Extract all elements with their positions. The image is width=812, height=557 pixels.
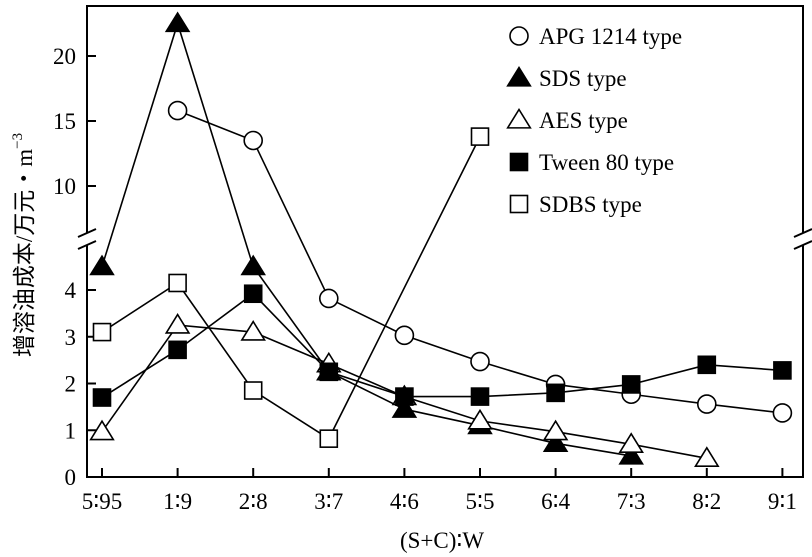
x-tick-label: 7∶3 (617, 489, 646, 514)
data-point (470, 387, 490, 406)
data-point (618, 443, 644, 465)
data-point (394, 325, 415, 346)
y-tick-label: 2 (65, 372, 77, 397)
legend-item-sdbs-type: SDBS type (509, 192, 642, 217)
legend: APG 1214 type SDS type AES type Tween 80 ty… (506, 24, 682, 217)
x-tick-label: 5∶95 (82, 489, 123, 514)
legend-marker (506, 107, 532, 129)
legend-label: Tween 80 type (539, 150, 674, 175)
series-layer (89, 11, 793, 467)
data-point (542, 431, 569, 453)
y-tick-label: 1 (65, 418, 77, 443)
data-point (470, 351, 490, 372)
data-point (89, 419, 115, 441)
data-point (319, 362, 339, 382)
data-point (391, 397, 418, 418)
data-point (243, 130, 263, 151)
data-point (318, 288, 339, 309)
legend-label: APG 1214 type (539, 24, 682, 49)
x-tick-label: 4∶6 (390, 489, 419, 514)
data-point (772, 403, 793, 423)
data-point (168, 340, 187, 360)
x-axis-title: (S+C)∶W (400, 528, 484, 553)
data-point (470, 127, 490, 146)
y-tick-label: 3 (65, 325, 77, 350)
data-point (542, 419, 569, 441)
data-point (319, 429, 339, 448)
x-tick-label: 9∶1 (768, 489, 797, 514)
legend-marker (509, 152, 529, 172)
legend-label: AES type (539, 108, 628, 133)
axis-break-left (77, 228, 97, 250)
y-tick-label: 4 (65, 278, 77, 303)
data-point (696, 394, 717, 414)
x-tick-label: 2∶8 (239, 489, 268, 514)
legend-marker (506, 65, 532, 87)
plot-frame-top (86, 5, 804, 233)
data-point (243, 381, 263, 400)
data-point (164, 313, 191, 334)
legend-item-tween-80-type: Tween 80 type (509, 150, 674, 175)
series-sdbs-type (92, 127, 490, 448)
data-point (694, 446, 720, 467)
data-point (467, 408, 493, 430)
x-tick-label: 5∶5 (466, 489, 495, 514)
legend-marker (509, 26, 529, 46)
y-axis-title: 增溶油成本/万元・m−3 (10, 133, 37, 357)
data-point (89, 254, 115, 276)
data-point (240, 254, 266, 276)
data-point (618, 432, 644, 453)
data-point (243, 284, 263, 304)
data-point (621, 375, 641, 394)
y-axis-title-main: 增溶油成本/万元・m (12, 149, 37, 357)
data-point (168, 273, 187, 293)
data-point (92, 322, 112, 342)
data-point (773, 361, 792, 380)
legend-item-aes-type: AES type (506, 107, 628, 133)
y-tick-label: 10 (53, 174, 76, 199)
data-point (395, 387, 414, 406)
legend-item-sds-type: SDS type (506, 65, 627, 91)
legend-label: SDBS type (539, 192, 642, 217)
data-point (240, 320, 266, 341)
x-tick-label: 3∶7 (314, 489, 343, 514)
x-tick-label: 6∶4 (541, 489, 570, 514)
data-point (164, 11, 191, 33)
axis-break-right (793, 228, 812, 250)
y-tick-label: 20 (53, 44, 76, 69)
series-sds-type (89, 11, 644, 465)
legend-label: SDS type (539, 66, 627, 91)
series-tween-80-type (92, 284, 792, 407)
y-tick-label: 15 (53, 109, 76, 134)
x-tick-label: 8∶2 (692, 489, 721, 514)
series-line-sds-type (101, 20, 632, 457)
plot-frame-bottom (86, 245, 804, 478)
series-line-sdbs-type (101, 136, 481, 440)
y-tick-label: 0 (65, 465, 77, 490)
x-tick-label: 1∶9 (163, 489, 192, 514)
legend-marker (509, 194, 529, 214)
data-point (167, 100, 188, 121)
y-axis-title-superscript: −3 (10, 133, 26, 149)
legend-item-apg-1214-type: APG 1214 type (509, 24, 682, 49)
data-point (546, 383, 565, 403)
data-point (92, 388, 112, 407)
axes: 0 1 2 3 4 10 15 20 5∶95 1∶9 2∶8 3∶7 4∶6 5∶5 6∶4 7∶3 8∶2 9… (53, 5, 812, 514)
series-line-tween-80-type (101, 292, 783, 399)
data-point (697, 355, 717, 375)
